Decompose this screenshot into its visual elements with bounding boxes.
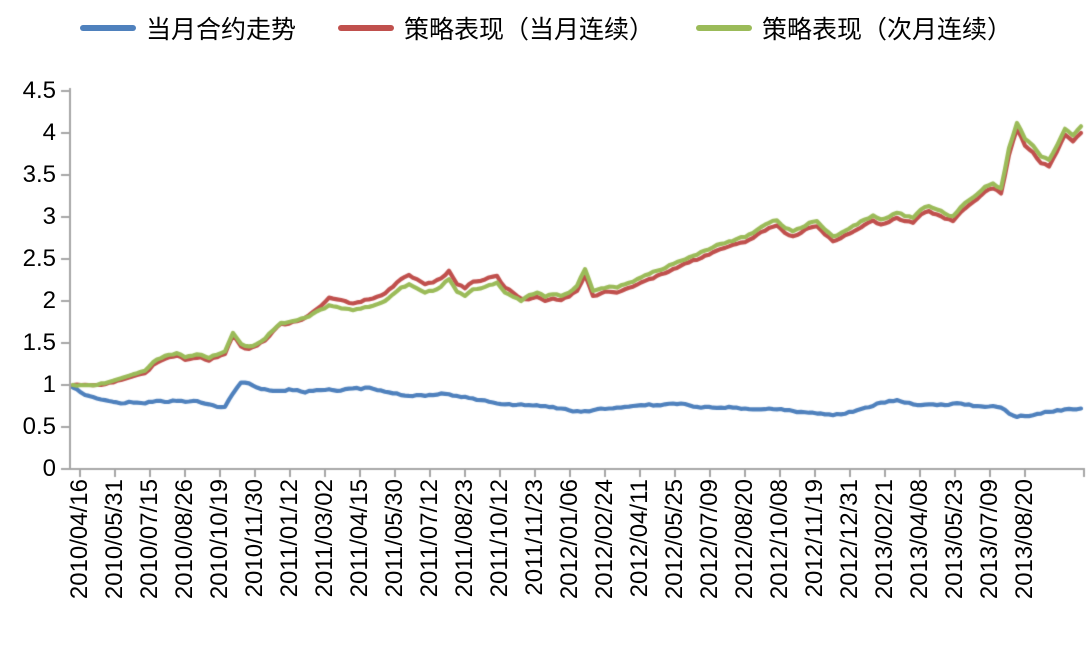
legend-line-swatch-green [696, 25, 752, 31]
x-tick-label: 2013/08/20 [1011, 479, 1038, 600]
x-tick-label: 2010/05/31 [101, 479, 128, 600]
x-tick-label: 2012/11/19 [801, 479, 828, 598]
x-tick-label: 2012/08/20 [731, 479, 758, 600]
legend-item-strategy-next-month: 策略表现（次月连续） [696, 10, 1012, 46]
x-tick-label: 2012/07/09 [696, 479, 723, 600]
legend-item-strategy-current-month: 策略表现（当月连续） [337, 10, 654, 46]
legend-label-contract-trend: 当月合约走势 [145, 16, 296, 44]
x-tick-label: 2012/01/06 [556, 479, 583, 600]
x-tick-label: 2011/01/12 [276, 479, 303, 598]
y-tick-label: 3 [42, 203, 56, 230]
y-tick-label: 1 [42, 371, 56, 398]
x-tick-label: 2010/10/19 [206, 479, 233, 600]
y-tick-label: 2 [42, 287, 56, 314]
x-tick-label: 2012/05/25 [661, 479, 688, 600]
x-tick-label: 2012/02/24 [591, 479, 618, 600]
x-tick-label: 2013/07/09 [976, 479, 1003, 600]
y-tick-label: 0.5 [22, 413, 56, 440]
y-tick-label: 4 [42, 119, 56, 146]
legend-line-swatch-red [337, 25, 394, 31]
x-tick-label: 2011/11/23 [521, 479, 548, 596]
x-tick-label: 2010/07/15 [136, 479, 163, 600]
legend-label-strategy-next-month: 策略表现（次月连续） [762, 16, 1013, 44]
legend-item-contract-trend: 当月合约走势 [79, 10, 296, 46]
x-tick-label: 2011/07/12 [416, 479, 443, 598]
x-tick-label: 2010/04/16 [66, 479, 93, 600]
x-tick-label: 2012/10/08 [766, 479, 793, 600]
x-tick-label: 2012/04/11 [626, 479, 653, 598]
y-tick-label: 3.5 [22, 161, 56, 188]
x-tick-label: 2011/10/12 [486, 479, 513, 598]
x-tick-label: 2012/12/31 [836, 479, 863, 600]
x-tick-label: 2013/02/21 [871, 479, 898, 600]
x-tick-label: 2011/04/15 [346, 479, 373, 598]
x-tick-label: 2011/05/30 [381, 479, 408, 598]
y-tick-label: 1.5 [22, 329, 56, 356]
x-tick-label: 2011/03/02 [311, 479, 338, 598]
x-tick-label: 2010/11/30 [241, 479, 268, 598]
legend-label-strategy-current-month: 策略表现（当月连续） [403, 16, 654, 44]
y-tick-label: 0 [42, 455, 56, 482]
legend-line-swatch-blue [79, 25, 136, 31]
x-tick-label: 2011/08/23 [451, 479, 478, 598]
chart-legend: 当月合约走势 策略表现（当月连续） 策略表现（次月连续） [0, 10, 1092, 46]
x-tick-label: 2013/04/08 [906, 479, 933, 600]
y-tick-label: 2.5 [22, 245, 56, 272]
y-tick-label: 4.5 [22, 77, 56, 104]
x-tick-label: 2013/05/23 [941, 479, 968, 600]
x-tick-label: 2010/08/26 [171, 479, 198, 600]
